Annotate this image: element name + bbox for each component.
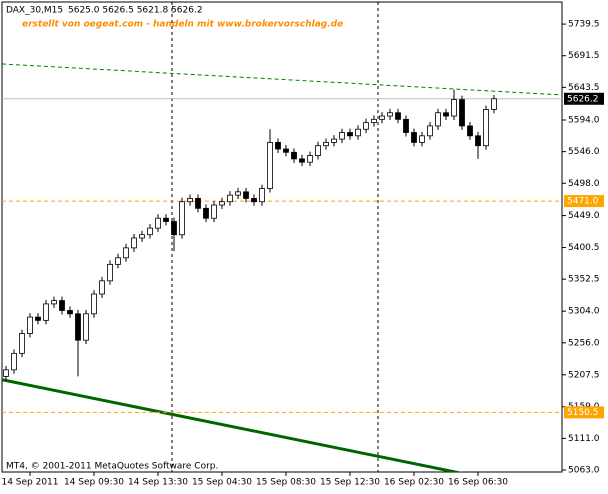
candle-body [244,192,249,199]
candle-body [236,192,241,195]
candle-body [180,202,185,235]
candle-body [276,142,281,149]
candle-body [60,301,65,311]
candle-body [428,126,433,136]
candle-body [28,317,33,333]
candle-body [100,281,105,294]
candle-body [396,113,401,120]
candle-body [332,139,337,142]
price-tag-label: 5626.2 [567,94,599,104]
y-tick-label: 5498.0 [568,179,600,189]
candle-body [388,113,393,116]
candle-body [492,99,497,110]
candle-body [148,228,153,235]
candle-body [460,100,465,126]
y-tick-label: 5643.5 [568,83,600,93]
candle-body [260,189,265,202]
candle-body [12,353,17,369]
x-tick-label: 14 Sep 09:30 [64,478,124,488]
y-tick-label: 5111.0 [568,434,600,444]
candle-body [284,149,289,152]
candle-body [436,113,441,126]
candle-body [348,133,353,136]
candle-body [164,218,169,221]
candle-body [204,208,209,218]
price-tag-label: 5150.5 [567,408,599,418]
candle-body [300,159,305,162]
y-tick-label: 5546.0 [568,147,600,157]
y-tick-label: 5256.0 [568,338,600,348]
candle-body [220,202,225,205]
y-tick-label: 5449.0 [568,211,600,221]
candle-body [76,314,81,340]
candle-body [340,133,345,140]
candle-body [212,205,217,218]
y-tick-label: 5739.5 [568,20,600,30]
candle-body [452,100,457,116]
candle-body [308,156,313,163]
candle-body [444,113,449,116]
x-tick-label: 14 Sep 13:30 [128,478,188,488]
candle-body [412,133,417,143]
candle-body [52,301,57,304]
subtitle: erstellt von oegeat.com - handeln mit ww… [22,20,343,30]
candle-body [468,126,473,136]
y-tick-label: 5063.0 [568,466,600,476]
candle-body [404,119,409,132]
x-tick-label: 16 Sep 06:30 [448,478,508,488]
candle-body [68,310,73,313]
x-tick-label: 14 Sep 2011 [1,478,58,488]
candle-body [372,119,377,122]
candle-body [364,123,369,130]
candle-body [20,334,25,354]
candle-body [228,195,233,202]
footer: MT4, © 2001-2011 MetaQuotes Software Cor… [6,462,218,472]
candle-body [4,370,9,377]
candle-body [156,218,161,228]
candle-body [132,238,137,248]
candle-body [196,198,201,208]
x-tick-label: 16 Sep 02:30 [384,478,444,488]
y-tick-label: 5691.5 [568,51,600,61]
candle-body [188,198,193,201]
candle-body [268,142,273,188]
candle-body [292,152,297,159]
candle-body [124,248,129,258]
candle-body [108,264,113,280]
y-tick-label: 5304.0 [568,307,600,317]
y-tick-label: 5352.5 [568,275,600,285]
candle-body [324,142,329,145]
candle-body [484,109,489,145]
plot-frame [2,2,562,472]
y-tick-label: 5594.0 [568,115,600,125]
candle-body [420,136,425,143]
symbol: DAX_30,M15 [6,6,63,16]
x-tick-label: 15 Sep 08:30 [256,478,316,488]
y-tick-label: 5207.5 [568,370,600,380]
candle-body [44,304,49,320]
candle-body [356,129,361,136]
candle-body [84,314,89,340]
candle-body [316,146,321,156]
x-tick-label: 15 Sep 04:30 [192,478,252,488]
candle-body [116,258,121,265]
y-tick-label: 5400.5 [568,243,600,253]
candle-body [36,317,41,320]
candle-body [172,222,177,235]
candle-body [476,136,481,146]
candle-body [380,116,385,119]
price-tag-label: 5471.0 [567,197,599,207]
x-tick-label: 15 Sep 12:30 [320,478,380,488]
candle-body [140,235,145,238]
candle-body [92,294,97,314]
candle-body [252,198,257,201]
quote: 5625.0 5626.5 5621.8 5626.2 [68,6,203,16]
